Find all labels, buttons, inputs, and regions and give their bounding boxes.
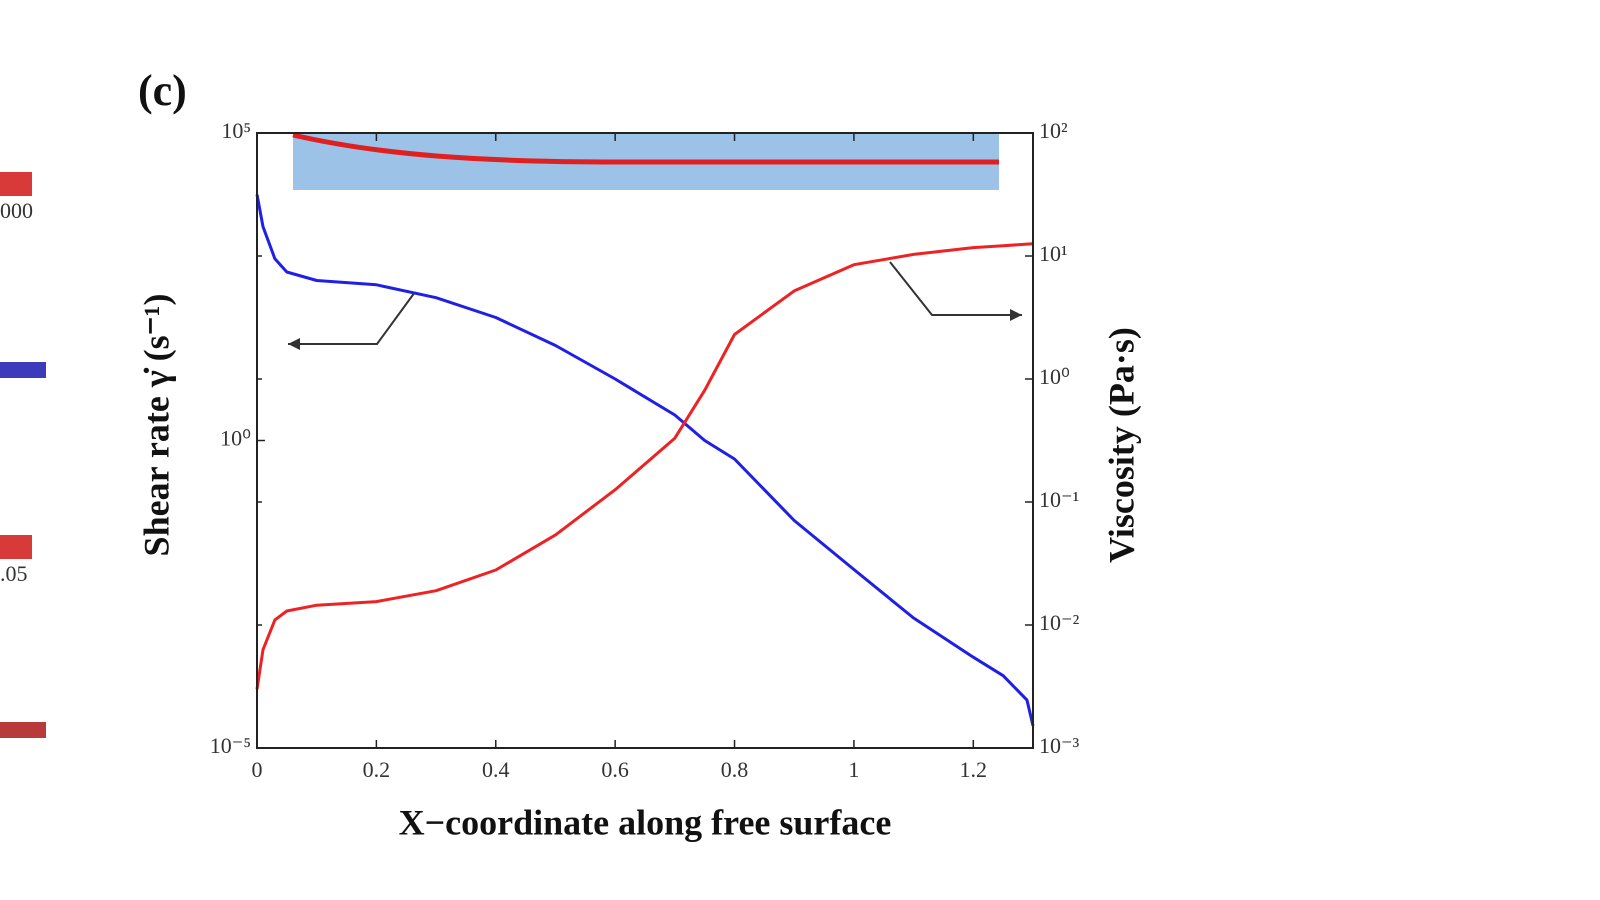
y-tick-label: 10⁵ [221,118,251,143]
y-tick-label: 10⁻⁵ [210,733,251,758]
fragment-bar [0,362,46,378]
x-axis-label: X−coordinate along free surface [399,802,892,842]
y2-axis-label: Viscosity (Pa·s) [1101,327,1141,563]
y2-tick-label: 10⁻³ [1039,733,1080,758]
fragment-text: .05 [0,561,28,586]
y2-tick-label: 10¹ [1039,241,1068,266]
data-line [255,194,1035,727]
y2-tick-label: 10⁻¹ [1039,487,1079,512]
x-tick-label: 0 [252,757,263,782]
x-tick-label: 0.6 [601,757,629,782]
panel-label: (c) [138,66,187,115]
y2-tick-label: 10⁻² [1039,610,1080,635]
x-tick-label: 0.4 [482,757,510,782]
data-line [255,242,1034,690]
x-tick-label: 0.2 [363,757,391,782]
y2-tick-label: 10⁰ [1039,364,1070,389]
y-tick-label: 10⁰ [220,426,251,451]
x-tick-label: 1 [848,757,859,782]
arrow [288,291,416,345]
y2-tick-label: 10² [1039,118,1068,143]
arrow-head [288,338,300,350]
fragment-bar [0,172,32,196]
x-tick-label: 1.2 [960,757,988,782]
plot-frame [256,132,1034,749]
fragment-text: 000 [0,198,33,223]
arrow [889,261,1022,316]
x-tick-label: 0.8 [721,757,749,782]
fragment-bar [0,722,46,738]
y-axis-label: Shear rate γ̇ (s⁻¹) [136,294,176,557]
fragment-bar [0,535,32,559]
arrow-head [1010,309,1022,321]
inset-surface [292,132,999,165]
